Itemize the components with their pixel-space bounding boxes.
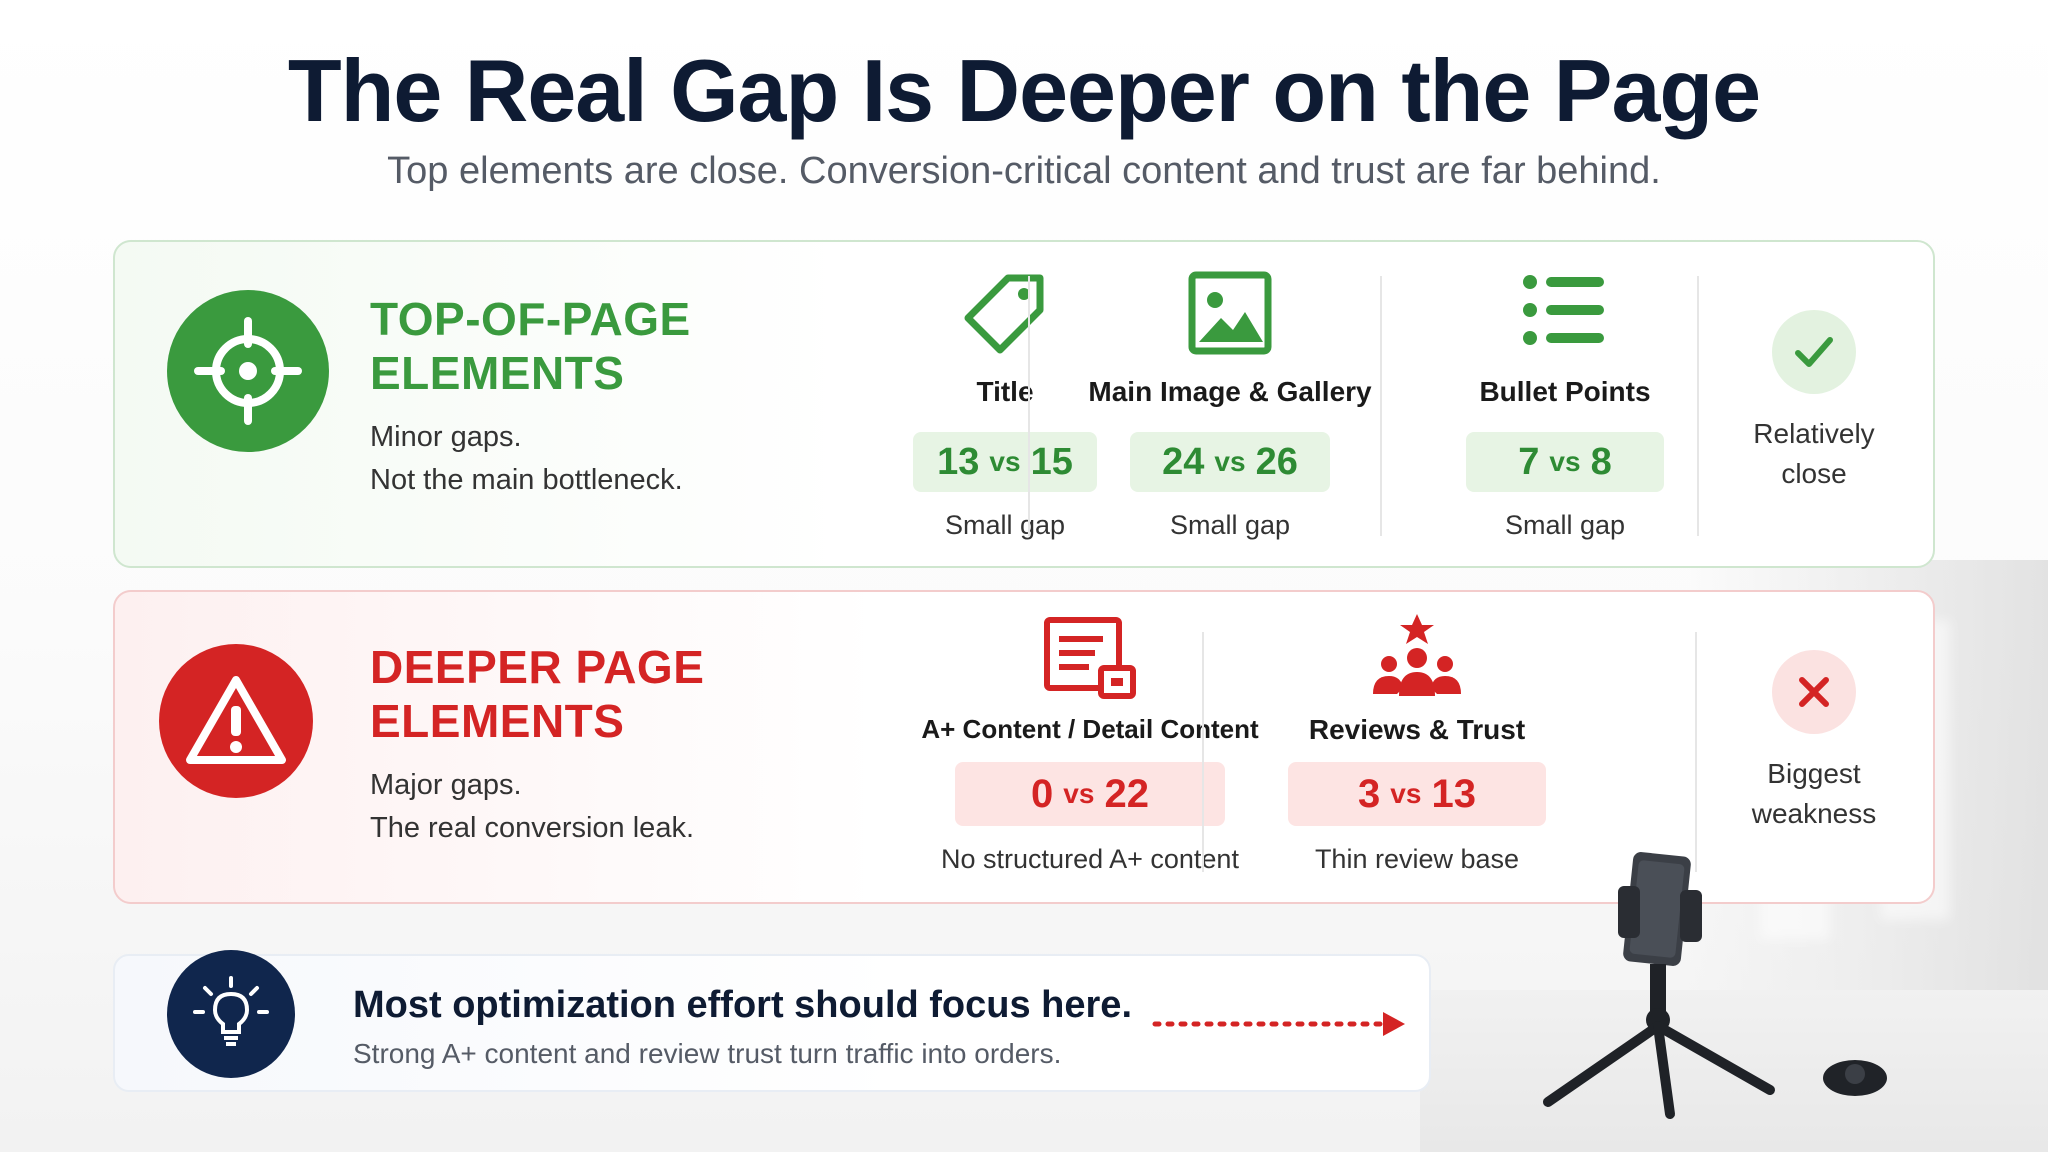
status-label-line: close (1781, 458, 1847, 489)
section-description: Major gaps. The real conversion leak. (370, 764, 694, 850)
section-title: DEEPER PAGE ELEMENTS (370, 640, 704, 748)
metric-main-image: Main Image & Gallery 24 vs 26 Small gap (1045, 242, 1415, 566)
dotted-arrow-icon (1151, 1004, 1411, 1049)
metric-value-ours: 0 (1031, 771, 1054, 816)
bullet-list-icon (1522, 272, 1608, 353)
page-title: The Real Gap Is Deeper on the Page (287, 41, 1761, 140)
focus-callout: Most optimization effort should focus he… (113, 950, 1431, 1092)
status-label: Biggest weakness (1725, 754, 1903, 834)
metric-value: 3 vs 13 (1288, 762, 1546, 826)
metric-label: Bullet Points (1479, 376, 1651, 407)
section-title-line: ELEMENTS (370, 347, 625, 399)
status-label: Relatively close (1725, 414, 1903, 494)
section-title-line: DEEPER PAGE (370, 641, 705, 693)
section-description-line: Major gaps. (370, 769, 522, 801)
status-label-line: weakness (1751, 798, 1877, 829)
column-divider (1380, 276, 1382, 536)
metric-value-competitor: 26 (1255, 440, 1298, 483)
metric-label: A+ Content / Detail Content (921, 714, 1259, 744)
metric-value-competitor: 15 (1030, 440, 1073, 483)
metric-note: Thin review base (1314, 844, 1520, 874)
page-subtitle: Top elements are close. Conversion-criti… (387, 150, 1661, 192)
vs-label: vs (989, 446, 1021, 477)
metric-title: Title 13 vs 15 Small gap (820, 242, 1190, 566)
metric-a-plus-content: A+ Content / Detail Content 0 vs 22 No str… (880, 592, 1300, 902)
section-title-line: ELEMENTS (370, 695, 625, 747)
section-description-line: Minor gaps. (370, 421, 522, 453)
status-label-line: Relatively (1753, 418, 1875, 449)
metric-value-competitor: 8 (1590, 440, 1612, 483)
column-divider (1697, 276, 1699, 536)
lightbulb-icon (167, 950, 295, 1078)
warning-triangle-icon (159, 644, 313, 798)
document-content-icon (1043, 616, 1137, 705)
metric-value: 7 vs 8 (1466, 432, 1664, 492)
vs-label: vs (1390, 778, 1422, 809)
metric-note: No structured A+ content (941, 844, 1239, 874)
column-divider (1695, 632, 1697, 872)
metric-note: Small gap (1169, 510, 1291, 540)
metric-value-ours: 13 (937, 440, 980, 483)
metric-value-ours: 24 (1162, 440, 1205, 483)
metric-label: Main Image & Gallery (1088, 376, 1372, 407)
section-description-line: Not the main bottleneck. (370, 464, 683, 496)
deeper-page-panel: DEEPER PAGE ELEMENTS Major gaps. The rea… (113, 590, 1935, 904)
check-icon (1772, 310, 1856, 394)
metric-reviews-trust: Reviews & Trust 3 vs 13 Thin review base (1247, 592, 1587, 902)
callout-title: Most optimization effort should focus he… (353, 984, 1132, 1026)
metric-value-ours: 7 (1518, 440, 1540, 483)
crosshair-target-icon (167, 290, 329, 452)
column-divider (1202, 632, 1204, 872)
top-of-page-panel: TOP-OF-PAGE ELEMENTS Minor gaps. Not the… (113, 240, 1935, 568)
vs-label: vs (1063, 778, 1095, 809)
metric-label: Title (976, 376, 1034, 407)
callout-subtitle: Strong A+ content and review trust turn … (353, 1038, 1062, 1069)
vs-label: vs (1214, 446, 1246, 477)
metric-label: Reviews & Trust (1308, 714, 1526, 745)
metric-value-competitor: 22 (1104, 771, 1149, 816)
status-label-line: Biggest (1767, 758, 1861, 789)
image-gallery-icon (1187, 270, 1273, 361)
metric-bullet-points: Bullet Points 7 vs 8 Small gap (1380, 242, 1750, 566)
section-title-line: TOP-OF-PAGE (370, 293, 691, 345)
x-icon (1772, 650, 1856, 734)
metric-value: 13 vs 15 (913, 432, 1097, 492)
metric-note: Small gap (1504, 510, 1626, 540)
column-divider (1028, 276, 1030, 536)
metric-value: 24 vs 26 (1130, 432, 1330, 492)
section-description: Minor gaps. Not the main bottleneck. (370, 416, 683, 502)
metric-value-ours: 3 (1358, 771, 1381, 816)
metric-value: 0 vs 22 (955, 762, 1225, 826)
phone-tripod-photo (1520, 840, 1900, 1145)
section-title: TOP-OF-PAGE ELEMENTS (370, 292, 691, 400)
vs-label: vs (1549, 446, 1581, 477)
people-star-icon (1367, 612, 1467, 703)
metric-note: Small gap (944, 510, 1066, 540)
tag-icon (962, 270, 1048, 361)
section-description-line: The real conversion leak. (370, 812, 694, 844)
metric-value-competitor: 13 (1431, 771, 1476, 816)
